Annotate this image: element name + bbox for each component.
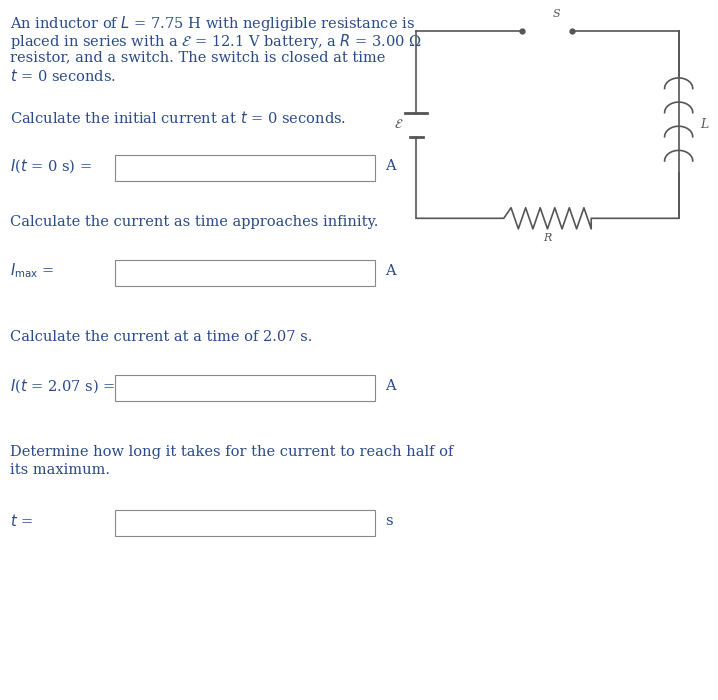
Text: $t$ =: $t$ =: [10, 513, 33, 529]
Text: A: A: [385, 264, 396, 278]
FancyBboxPatch shape: [115, 155, 375, 181]
FancyBboxPatch shape: [115, 375, 375, 401]
Text: An inductor of $L$ = 7.75 H with negligible resistance is: An inductor of $L$ = 7.75 H with negligi…: [10, 14, 415, 33]
Text: its maximum.: its maximum.: [10, 463, 110, 477]
Text: placed in series with a $\mathcal{E}$ = 12.1 V battery, a $R$ = 3.00 Ω: placed in series with a $\mathcal{E}$ = …: [10, 32, 422, 51]
Text: s: s: [385, 514, 393, 528]
Text: A: A: [385, 379, 396, 393]
Text: resistor, and a switch. The switch is closed at time: resistor, and a switch. The switch is cl…: [10, 50, 386, 64]
Text: $I_{\mathrm{max}}$ =: $I_{\mathrm{max}}$ =: [10, 262, 55, 281]
Text: Calculate the current at a time of 2.07 s.: Calculate the current at a time of 2.07 …: [10, 330, 312, 344]
Text: $I$($t$ = 0 s) =: $I$($t$ = 0 s) =: [10, 158, 92, 175]
Text: Calculate the initial current at $t$ = 0 seconds.: Calculate the initial current at $t$ = 0…: [10, 110, 346, 126]
Text: L: L: [701, 118, 709, 131]
FancyBboxPatch shape: [115, 260, 375, 286]
Text: $I$($t$ = 2.07 s) =: $I$($t$ = 2.07 s) =: [10, 377, 115, 395]
FancyBboxPatch shape: [115, 510, 375, 536]
Text: $t$ = 0 seconds.: $t$ = 0 seconds.: [10, 68, 116, 84]
Text: Determine how long it takes for the current to reach half of: Determine how long it takes for the curr…: [10, 445, 453, 459]
Text: A: A: [385, 159, 396, 173]
Text: $\mathcal{E}$: $\mathcal{E}$: [394, 118, 404, 131]
Text: Calculate the current as time approaches infinity.: Calculate the current as time approaches…: [10, 215, 378, 229]
Text: R: R: [544, 233, 551, 244]
Text: S: S: [553, 9, 561, 19]
